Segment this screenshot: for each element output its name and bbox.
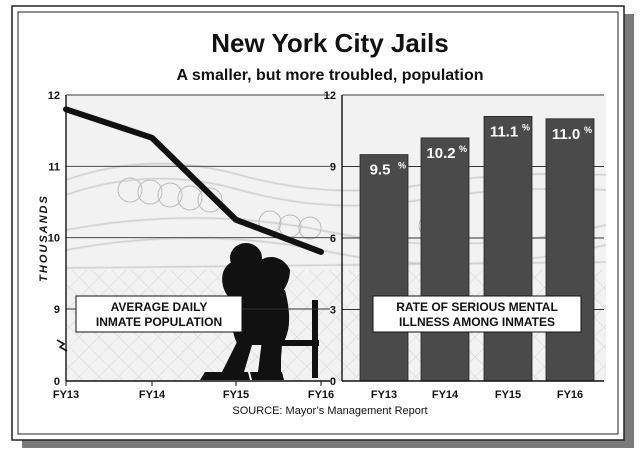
line-chart-title-line-1: AVERAGE DAILY (111, 300, 208, 314)
bar-chart-y-tick-label: 6 (330, 233, 336, 245)
line-chart-x-tick-label: FY16 (308, 389, 334, 401)
bar-chart-x-tick-label: FY16 (557, 389, 583, 401)
bar-value-unit: % (459, 144, 467, 154)
bar-chart-x-tick-label: FY14 (432, 389, 459, 401)
line-chart-title-box: AVERAGE DAILY INMATE POPULATION (75, 295, 243, 333)
line-chart-y-tick-label: 11 (48, 161, 60, 173)
bar-value-label: 9.5 (370, 162, 391, 179)
bar (545, 118, 595, 382)
line-series (63, 106, 324, 255)
bar-chart-axis: 0 3 6 9 12 (324, 90, 604, 388)
bar-series: 9.5 % 10.2 % 11.1% 11.0% (359, 116, 595, 382)
line-chart-x-tick-label: FY13 (53, 389, 79, 401)
line-chart-y-tick-label: 10 (48, 233, 60, 245)
bar-chart-title-line-1: RATE OF SERIOUS MENTAL (396, 300, 558, 314)
bar-value-unit: % (398, 161, 406, 171)
line-chart-title-line-2: INMATE POPULATION (96, 315, 222, 329)
source-note: SOURCE: Mayor’s Management Report (232, 405, 427, 417)
bar-chart-y-tick-label: 0 (330, 376, 336, 388)
line-chart-axis: 0 9 10 11 12 (48, 90, 330, 388)
line-chart-y-tick-label: 9 (54, 304, 60, 316)
page-subtitle: A smaller, but more troubled, population (177, 67, 484, 84)
bar (420, 137, 470, 382)
axis-break-icon (56, 339, 68, 352)
bar-value-label: 10.2 (426, 145, 455, 162)
bar-chart-y-tick-label: 12 (324, 90, 336, 102)
bar-chart-title-line-2: ILLNESS AMONG INMATES (399, 315, 555, 329)
line-chart-x-ticks: FY13 FY14 FY15 FY16 (53, 381, 334, 401)
bar-value-unit: % (522, 122, 530, 132)
bar (359, 154, 409, 382)
bar-chart-title-box: RATE OF SERIOUS MENTAL ILLNESS AMONG INM… (372, 295, 582, 333)
bar-chart-x-ticks: FY13 FY14 FY15 FY16 (371, 389, 583, 401)
bar-chart-x-tick-label: FY13 (371, 389, 397, 401)
bar (483, 116, 533, 382)
line-chart-x-tick-label: FY14 (139, 389, 166, 401)
seated-figure-silhouette (200, 243, 319, 380)
line-chart-y-tick-label: 0 (54, 376, 60, 388)
line-series-path (63, 106, 324, 255)
line-chart-y-tick-label: 12 (48, 90, 60, 102)
page-title: New York City Jails (211, 28, 448, 58)
y-axis-label: THOUSANDS (38, 194, 50, 282)
line-chart-inmate-population: 0 9 10 11 12 THOUSANDS FY13 FY14 FY15 FY16 AVER… (38, 90, 334, 401)
bar-value-label: 11.0 (552, 126, 580, 143)
bar-value-unit: % (584, 125, 592, 135)
bar-chart-x-tick-label: FY15 (495, 389, 521, 401)
bar-chart-y-tick-label: 9 (330, 162, 336, 174)
bar-value-label: 11.1 (490, 123, 518, 140)
line-chart-x-tick-label: FY15 (223, 389, 249, 401)
bar-chart-y-tick-label: 3 (330, 305, 336, 317)
